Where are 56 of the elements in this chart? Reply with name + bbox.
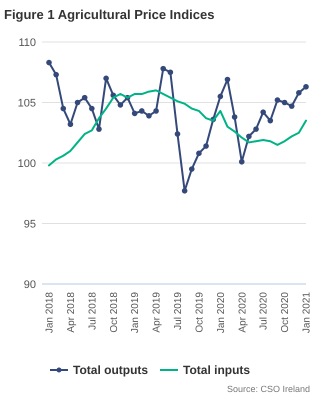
point bbox=[274, 97, 280, 103]
point bbox=[46, 60, 52, 66]
x-tick-label: Apr 2019 bbox=[152, 292, 163, 333]
x-tick-label: Jul 2020 bbox=[258, 292, 270, 330]
point bbox=[288, 103, 295, 109]
point bbox=[160, 66, 166, 72]
y-tick-label: 95 bbox=[24, 218, 36, 230]
point bbox=[139, 108, 145, 114]
y-tick-label: 110 bbox=[18, 36, 36, 49]
point bbox=[203, 143, 209, 149]
x-tick-label: Jul 2018 bbox=[87, 292, 98, 330]
legend-label: Total outputs bbox=[73, 363, 148, 378]
point bbox=[224, 76, 230, 82]
x-tick-label: Jan 2019 bbox=[130, 292, 142, 334]
chart-title: Figure 1 Agricultural Price Indices bbox=[4, 7, 214, 22]
point bbox=[118, 102, 124, 108]
point bbox=[82, 94, 88, 100]
point bbox=[303, 84, 309, 90]
point bbox=[188, 166, 195, 172]
point bbox=[153, 108, 159, 114]
x-tick-label: Apr 2018 bbox=[66, 292, 77, 333]
point bbox=[268, 118, 274, 124]
point bbox=[253, 126, 259, 132]
point bbox=[74, 100, 80, 106]
x-tick-label: Oct 2019 bbox=[194, 292, 206, 333]
point bbox=[89, 106, 95, 112]
y-tick-label: 105 bbox=[18, 97, 36, 110]
point bbox=[174, 131, 180, 137]
point bbox=[260, 109, 266, 115]
x-tick-label: Apr 2020 bbox=[237, 292, 248, 333]
point bbox=[96, 126, 102, 132]
point bbox=[168, 69, 174, 76]
point bbox=[60, 106, 66, 112]
y-tick-label: 100 bbox=[18, 158, 36, 170]
point bbox=[132, 110, 138, 116]
point bbox=[246, 134, 252, 140]
legend-label: Total inputs bbox=[183, 363, 250, 378]
x-tick-label: Oct 2020 bbox=[280, 292, 292, 333]
point bbox=[238, 158, 245, 165]
x-tick-label: Oct 2018 bbox=[108, 292, 120, 333]
point bbox=[218, 94, 224, 100]
point bbox=[196, 150, 202, 156]
point bbox=[282, 100, 288, 106]
point bbox=[103, 76, 109, 82]
source-note: Source: CSO Ireland bbox=[226, 384, 310, 394]
x-tick-label: Jan 2018 bbox=[44, 292, 56, 334]
line-series bbox=[48, 89, 307, 166]
point bbox=[296, 90, 302, 96]
point bbox=[182, 188, 188, 194]
y-tick-label: 90 bbox=[24, 278, 36, 291]
point bbox=[146, 113, 152, 119]
point bbox=[53, 72, 59, 78]
point bbox=[232, 114, 238, 120]
x-tick-label: Jul 2019 bbox=[173, 292, 184, 330]
x-tick-label: Jan 2020 bbox=[216, 292, 227, 334]
x-tick-label: Jan 2021 bbox=[302, 292, 312, 334]
